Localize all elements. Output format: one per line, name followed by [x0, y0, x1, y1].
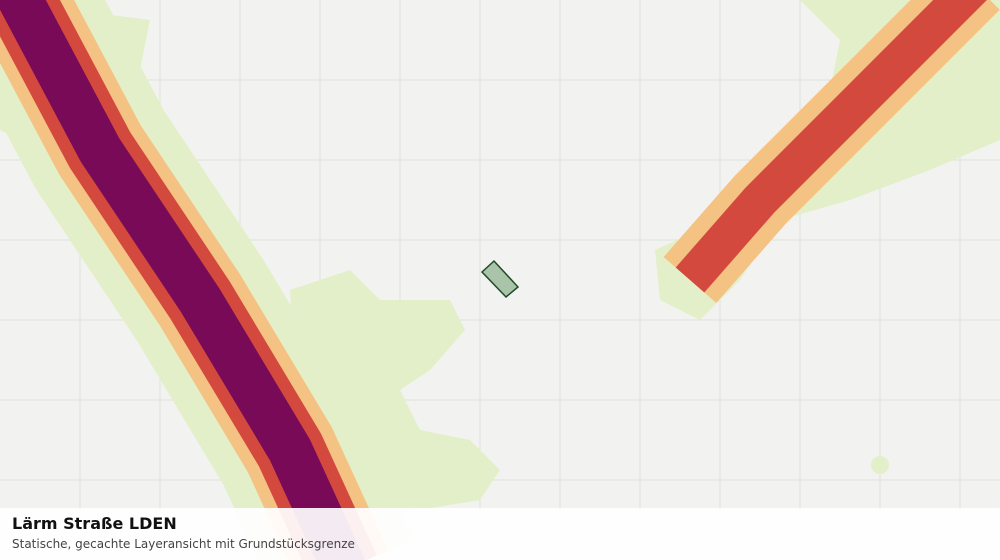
layer-title: Lärm Straße LDEN: [12, 514, 177, 533]
caption-bar: Lärm Straße LDEN Statische, gecachte Lay…: [0, 508, 1000, 560]
noise-area: [871, 456, 889, 474]
road-noise-east: [663, 0, 1000, 304]
noise-band: [0, 0, 366, 560]
parcel-boundary[interactable]: [480, 259, 520, 299]
layer-subtitle: Statische, gecachte Layeransicht mit Gru…: [12, 537, 355, 551]
noise-band: [675, 0, 987, 293]
road-noise-west: [0, 0, 414, 560]
